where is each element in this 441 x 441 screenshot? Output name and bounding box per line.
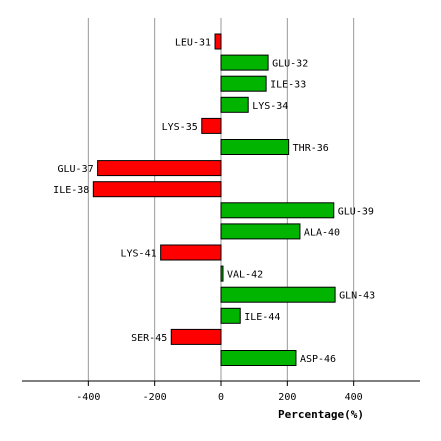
bar-label: ILE-44 [244,312,280,323]
bar [220,96,249,113]
x-tick-label: -400 [76,392,100,403]
bar-label: LEU-31 [175,38,211,49]
bar [220,265,224,282]
x-tick-label: -200 [143,392,167,403]
bar [220,307,241,324]
x-tick-label: 400 [345,392,363,403]
bar-labels-group: LEU-31 GLU-32 ILE-33 LYS-34 LYS-35 THR-36 GLU-… [53,38,375,366]
x-axis-title: Percentage(%) [278,408,364,421]
bar [220,223,301,240]
bar-label: GLU-32 [272,59,308,70]
bar-label: GLU-37 [57,164,93,175]
bar-label: LYS-41 [121,249,157,260]
bar [214,33,222,50]
bar-label: ILE-38 [53,185,89,196]
bar-label: GLN-43 [339,291,375,302]
bar [220,75,267,92]
bar-label: VAL-42 [227,270,263,281]
grid-lines [87,18,355,381]
x-tick-label: 0 [218,392,224,403]
bar [170,328,222,345]
bars-group [92,33,336,366]
bar [220,286,336,303]
bar [160,244,222,261]
bar [220,54,269,71]
bar-label: GLU-39 [338,206,374,217]
x-axis: -400 -200 0 200 400 [22,380,420,403]
bar-label: ASP-46 [300,354,336,365]
bar [97,160,222,177]
bar-label: LYS-34 [252,101,288,112]
bar-label: SER-45 [131,333,167,344]
bar-label: LYS-35 [162,122,198,133]
bar-label: ILE-33 [270,80,306,91]
bar [220,350,297,366]
bar-label: ALA-40 [304,227,340,238]
x-tick-label: 200 [278,392,296,403]
bar [92,181,222,198]
bar [220,202,335,219]
bar [220,139,290,155]
bar-label: THR-36 [293,143,329,154]
bar [201,117,222,134]
